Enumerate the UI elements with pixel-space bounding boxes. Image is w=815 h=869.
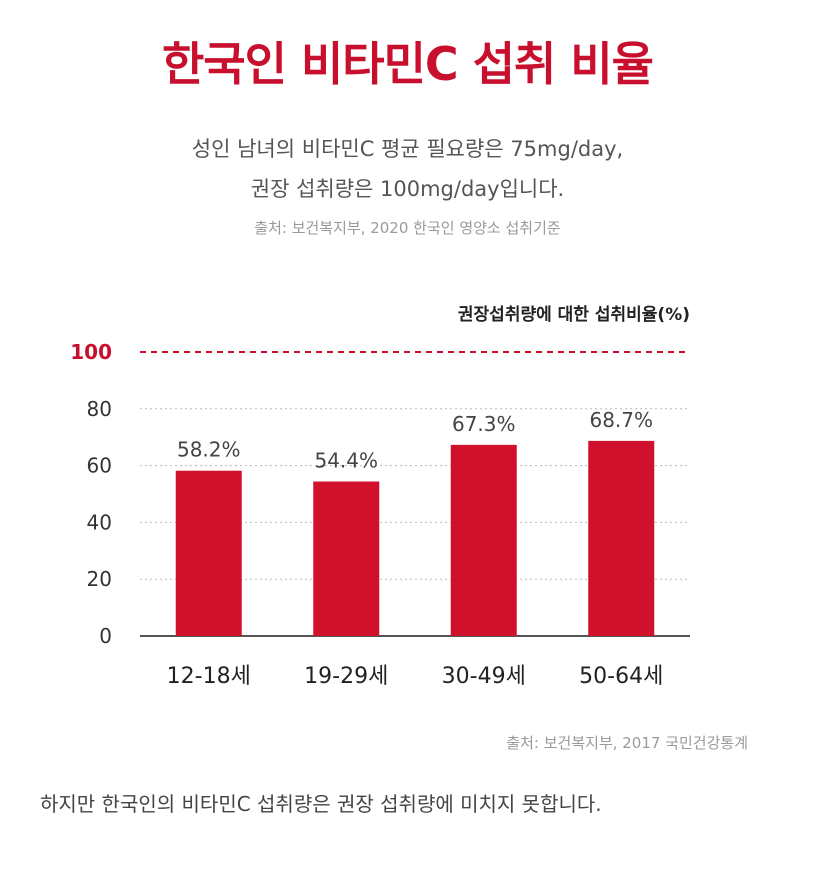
subtitle-line-1: 성인 남녀의 비타민C 평균 필요량은 75mg/day, [191, 137, 624, 161]
source-text-bottom: 출처: 보건복지부, 2017 국민건강통계 [506, 734, 748, 752]
page-title: 한국인 비타민C 섭취 비율 [161, 37, 654, 91]
bar [450, 444, 517, 636]
y-tick-label: 60 [87, 454, 112, 478]
chart-title: 권장섭취량에 대한 섭취비율(%) [458, 304, 690, 325]
bar [175, 470, 242, 636]
source-text-top: 출처: 보건복지부, 2020 한국인 영양소 섭취기준 [254, 219, 561, 237]
bar [313, 481, 380, 636]
footer-note: 하지만 한국인의 비타민C 섭취량은 권장 섭취량에 미치지 못합니다. [40, 792, 602, 816]
bar-value-label: 67.3% [452, 412, 516, 436]
x-tick-label: 30-49세 [442, 664, 526, 689]
bar-chart: 권장섭취량에 대한 섭취비율(%) 0 20 40 60 80 100 58.2% 12-18… [70, 304, 690, 689]
bar-value-label: 68.7% [589, 408, 653, 432]
x-tick-label: 19-29세 [304, 664, 388, 689]
x-tick-label: 50-64세 [579, 664, 663, 689]
y-tick-label: 80 [87, 397, 112, 421]
subtitle-line-2: 권장 섭취량은 100mg/day입니다. [250, 177, 565, 201]
bar [588, 440, 655, 636]
bar-value-label: 54.4% [314, 449, 378, 473]
bar-value-label: 58.2% [177, 438, 241, 462]
y-tick-label: 20 [87, 567, 112, 591]
x-tick-label: 12-18세 [167, 664, 251, 689]
y-tick-label: 40 [87, 510, 112, 534]
y-tick-label: 100 [70, 340, 112, 364]
y-tick-label: 0 [99, 624, 112, 648]
